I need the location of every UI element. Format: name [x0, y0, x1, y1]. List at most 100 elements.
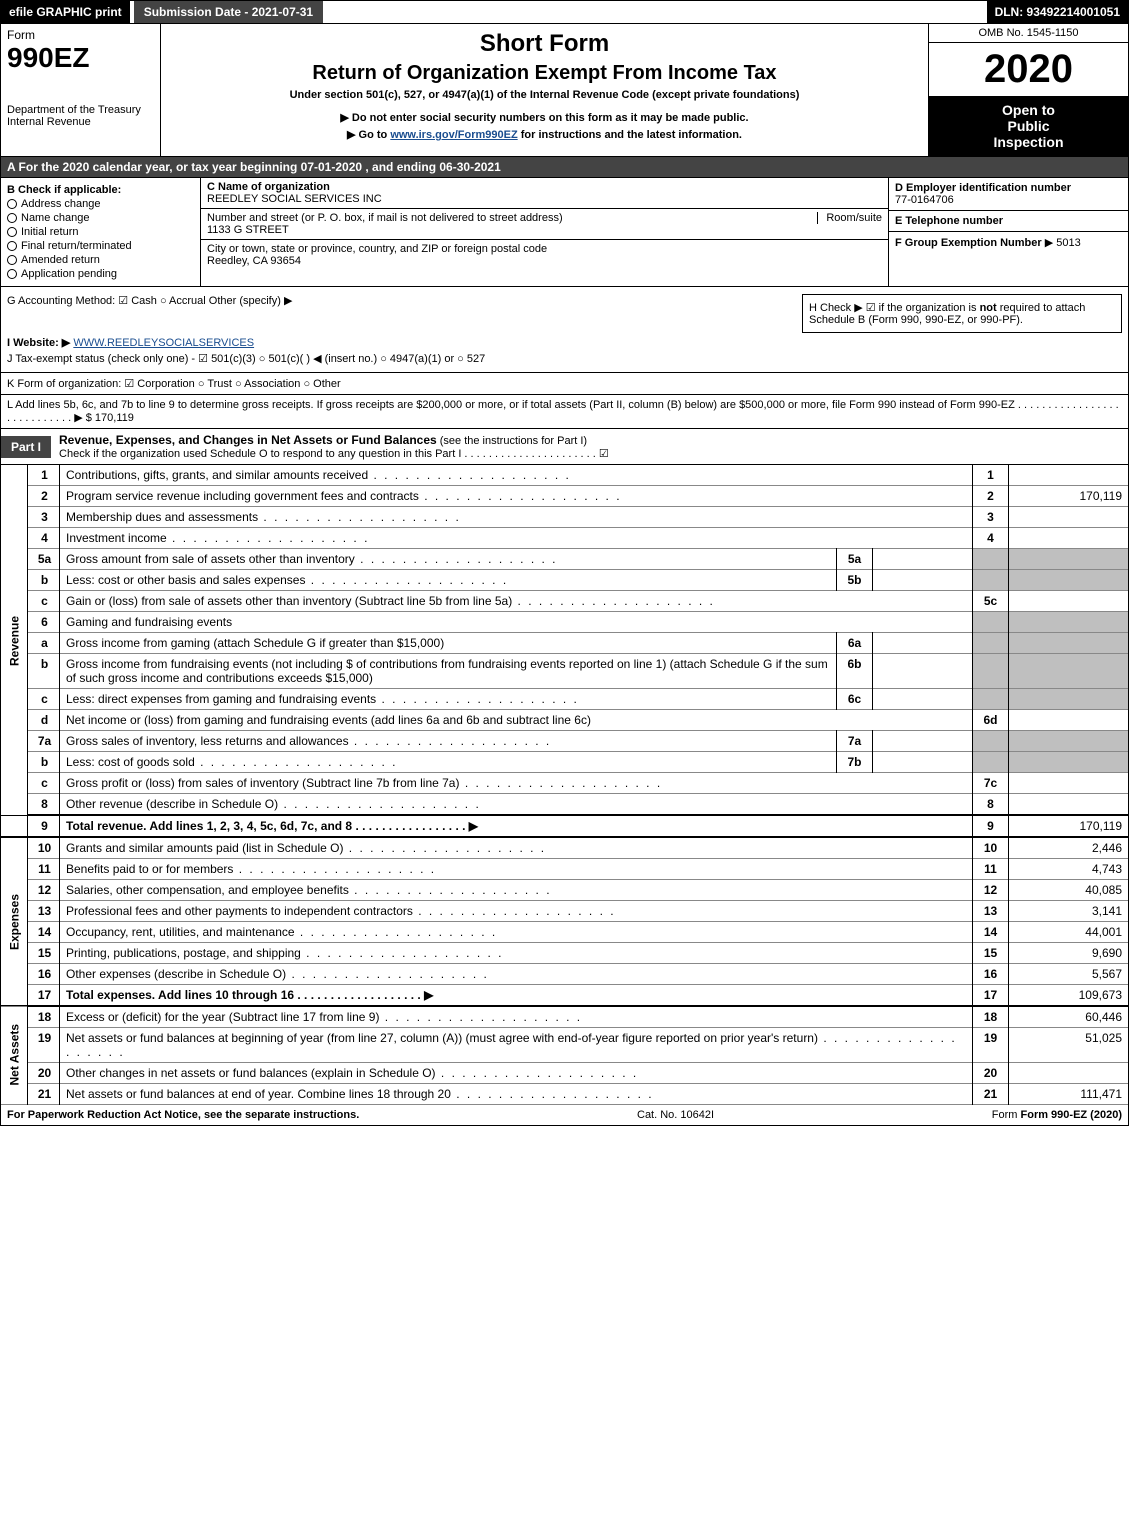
- open-line-2: Public: [933, 118, 1124, 134]
- ein-value: 77-0164706: [895, 194, 1122, 206]
- row-16: 16 Other expenses (describe in Schedule …: [1, 964, 1129, 985]
- return-title: Return of Organization Exempt From Incom…: [171, 62, 918, 85]
- box-def: D Employer identification number 77-0164…: [888, 178, 1128, 286]
- tax-year: 2020: [929, 43, 1128, 96]
- line-h-not: not: [980, 302, 997, 314]
- efile-print-label[interactable]: efile GRAPHIC print: [1, 1, 130, 23]
- chk-application-pending[interactable]: Application pending: [7, 268, 194, 280]
- row-6d: d Net income or (loss) from gaming and f…: [1, 710, 1129, 731]
- row-19: 19 Net assets or fund balances at beginn…: [1, 1028, 1129, 1063]
- top-toolbar: efile GRAPHIC print Submission Date - 20…: [0, 0, 1129, 24]
- dln-label: DLN: 93492214001051: [987, 1, 1128, 23]
- ssn-warning: ▶ Do not enter social security numbers o…: [171, 111, 918, 124]
- row-18: Net Assets 18 Excess or (deficit) for th…: [1, 1006, 1129, 1028]
- row-10: Expenses 10 Grants and similar amounts p…: [1, 837, 1129, 859]
- org-address-row: Number and street (or P. O. box, if mail…: [201, 209, 888, 240]
- row-6a: a Gross income from gaming (attach Sched…: [1, 633, 1129, 654]
- telephone-row: E Telephone number: [889, 211, 1128, 232]
- chk-name-change[interactable]: Name change: [7, 212, 194, 224]
- part-i-title: Revenue, Expenses, and Changes in Net As…: [51, 429, 617, 464]
- header-center: Short Form Return of Organization Exempt…: [161, 24, 928, 156]
- footer-mid: Cat. No. 10642I: [637, 1109, 714, 1121]
- group-label: F Group Exemption Number: [895, 237, 1042, 249]
- row-1: Revenue 1 Contributions, gifts, grants, …: [1, 465, 1129, 486]
- part-i-label: Part I: [1, 436, 51, 458]
- row-9: 9 Total revenue. Add lines 1, 2, 3, 4, 5…: [1, 815, 1129, 837]
- goto-post: for instructions and the latest informat…: [521, 129, 742, 141]
- line-l: L Add lines 5b, 6c, and 7b to line 9 to …: [0, 395, 1129, 429]
- footer-right: Form Form 990-EZ (2020): [992, 1109, 1122, 1121]
- box-c: C Name of organization REEDLEY SOCIAL SE…: [201, 178, 888, 286]
- tax-period-bar: A For the 2020 calendar year, or tax yea…: [0, 157, 1129, 178]
- city-label: City or town, state or province, country…: [207, 243, 882, 255]
- side-revenue: Revenue: [1, 465, 28, 815]
- row-3: 3 Membership dues and assessments 3: [1, 507, 1129, 528]
- chk-final-return[interactable]: Final return/terminated: [7, 240, 194, 252]
- website-link[interactable]: WWW.REEDLEYSOCIALSERVICES: [73, 337, 254, 349]
- chk-address-change[interactable]: Address change: [7, 198, 194, 210]
- footer-left: For Paperwork Reduction Act Notice, see …: [7, 1109, 359, 1121]
- page-footer: For Paperwork Reduction Act Notice, see …: [0, 1105, 1129, 1126]
- ein-label: D Employer identification number: [895, 182, 1122, 194]
- chk-initial-return[interactable]: Initial return: [7, 226, 194, 238]
- row-6c: c Less: direct expenses from gaming and …: [1, 689, 1129, 710]
- header-right: OMB No. 1545-1150 2020 Open to Public In…: [928, 24, 1128, 156]
- irs-link[interactable]: www.irs.gov/Form990EZ: [390, 129, 517, 141]
- row-5c: c Gain or (loss) from sale of assets oth…: [1, 591, 1129, 612]
- line-g: G Accounting Method: ☑ Cash ○ Accrual Ot…: [7, 294, 802, 333]
- row-5b: b Less: cost or other basis and sales ex…: [1, 570, 1129, 591]
- row-12: 12 Salaries, other compensation, and emp…: [1, 880, 1129, 901]
- form-header: Form 990EZ Department of the Treasury In…: [0, 24, 1129, 157]
- org-name-value: REEDLEY SOCIAL SERVICES INC: [207, 193, 882, 205]
- row-7b: b Less: cost of goods sold 7b: [1, 752, 1129, 773]
- ein-row: D Employer identification number 77-0164…: [889, 178, 1128, 211]
- omb-number: OMB No. 1545-1150: [929, 24, 1128, 43]
- open-to-public-box: Open to Public Inspection: [929, 96, 1128, 156]
- department-label: Department of the Treasury Internal Reve…: [7, 104, 154, 128]
- row-6b: b Gross income from fundraising events (…: [1, 654, 1129, 689]
- chk-amended-return[interactable]: Amended return: [7, 254, 194, 266]
- org-name-label: C Name of organization: [207, 181, 882, 193]
- box-b-title: B Check if applicable:: [7, 184, 194, 196]
- row-2: 2 Program service revenue including gove…: [1, 486, 1129, 507]
- goto-pre: ▶ Go to: [347, 129, 390, 141]
- line-i-label: I Website: ▶: [7, 337, 70, 349]
- side-netassets: Net Assets: [1, 1006, 28, 1105]
- group-exemption-row: F Group Exemption Number ▶ 5013: [889, 232, 1128, 253]
- short-form-title: Short Form: [171, 30, 918, 58]
- part-i-check: Check if the organization used Schedule …: [59, 447, 609, 460]
- line-i: I Website: ▶ WWW.REEDLEYSOCIALSERVICES: [7, 336, 1122, 349]
- city-value: Reedley, CA 93654: [207, 255, 882, 267]
- line-j: J Tax-exempt status (check only one) - ☑…: [7, 352, 1122, 365]
- row-15: 15 Printing, publications, postage, and …: [1, 943, 1129, 964]
- box-b: B Check if applicable: Address change Na…: [1, 178, 201, 286]
- line-h-box: H Check ▶ ☑ if the organization is not r…: [802, 294, 1122, 333]
- group-value: ▶ 5013: [1045, 237, 1081, 249]
- room-label: Room/suite: [817, 212, 882, 224]
- row-20: 20 Other changes in net assets or fund b…: [1, 1063, 1129, 1084]
- row-13: 13 Professional fees and other payments …: [1, 901, 1129, 922]
- row-21: 21 Net assets or fund balances at end of…: [1, 1084, 1129, 1105]
- row-7a: 7a Gross sales of inventory, less return…: [1, 731, 1129, 752]
- goto-line: ▶ Go to www.irs.gov/Form990EZ for instru…: [171, 128, 918, 141]
- row-5a: 5a Gross amount from sale of assets othe…: [1, 549, 1129, 570]
- row-7c: c Gross profit or (loss) from sales of i…: [1, 773, 1129, 794]
- row-6: 6 Gaming and fundraising events: [1, 612, 1129, 633]
- entity-info-grid: B Check if applicable: Address change Na…: [0, 178, 1129, 287]
- row-8: 8 Other revenue (describe in Schedule O)…: [1, 794, 1129, 816]
- header-left: Form 990EZ Department of the Treasury In…: [1, 24, 161, 156]
- form-word: Form: [7, 28, 154, 42]
- open-line-3: Inspection: [933, 134, 1124, 150]
- telephone-label: E Telephone number: [895, 215, 1122, 227]
- form-number: 990EZ: [7, 42, 154, 74]
- org-name-row: C Name of organization REEDLEY SOCIAL SE…: [201, 178, 888, 209]
- row-11: 11 Benefits paid to or for members 11 4,…: [1, 859, 1129, 880]
- row-4: 4 Investment income 4: [1, 528, 1129, 549]
- org-city-row: City or town, state or province, country…: [201, 240, 888, 270]
- line-k: K Form of organization: ☑ Corporation ○ …: [0, 373, 1129, 395]
- submission-date-label: Submission Date - 2021-07-31: [134, 1, 323, 23]
- row-17: 17 Total expenses. Add lines 10 through …: [1, 985, 1129, 1007]
- under-section-text: Under section 501(c), 527, or 4947(a)(1)…: [171, 89, 918, 101]
- side-expenses: Expenses: [1, 837, 28, 1006]
- part-i-header: Part I Revenue, Expenses, and Changes in…: [0, 429, 1129, 465]
